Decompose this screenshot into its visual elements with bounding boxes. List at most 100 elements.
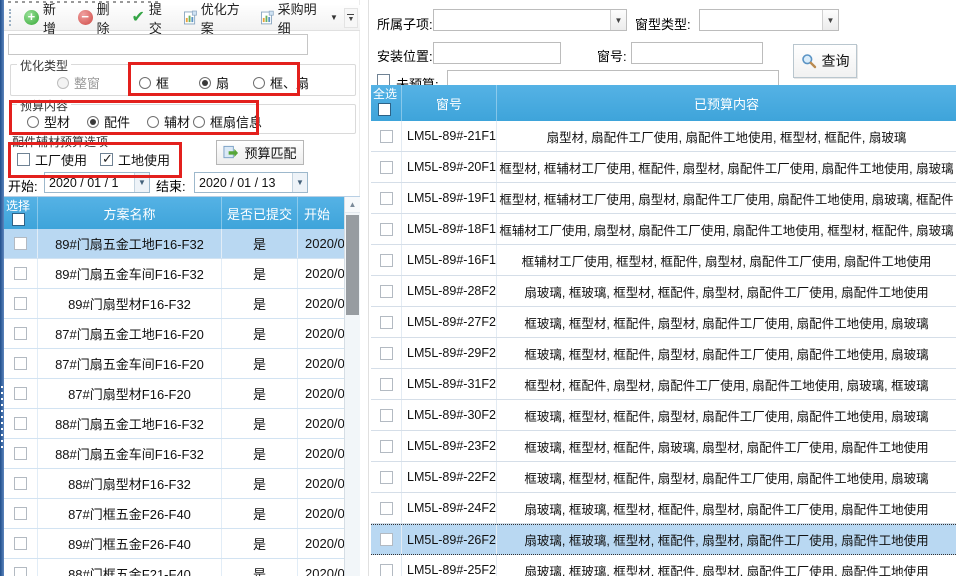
calendar-dropdown-icon[interactable]: ▼ <box>292 173 307 192</box>
row-checkbox[interactable] <box>379 315 393 329</box>
table-row[interactable]: LM5L-89#-30F28 框玻璃, 框型材, 框配件, 扇型材, 扇配件工厂使… <box>371 400 956 431</box>
checkbox-factory-use[interactable]: 工厂使用 <box>17 150 87 169</box>
table-row[interactable]: LM5L-89#-22F20 框玻璃, 框型材, 框配件, 扇型材, 扇配件工厂使… <box>371 462 956 493</box>
table-row[interactable]: LM5L-89#-18F16 框辅材工厂使用, 扇型材, 扇配件工厂使用, 扇配件… <box>371 214 956 245</box>
radio-frame-sash-info[interactable]: 框扇信息 <box>193 112 262 131</box>
chevron-down-icon[interactable]: ▼ <box>610 10 626 30</box>
table-row[interactable]: 89#门扇型材F16-F32 是 2020/0 <box>4 289 344 319</box>
table-row[interactable]: LM5L-89#-28F26 扇玻璃, 框玻璃, 框型材, 框配件, 扇型材, 扇… <box>371 276 956 307</box>
window-no-input[interactable] <box>631 42 763 64</box>
table-row[interactable]: 87#门扇五金车间F16-F20 是 2020/0 <box>4 349 344 379</box>
chevron-down-icon[interactable]: ▼ <box>822 10 838 30</box>
window-no-cell: LM5L-89#-25F23 <box>402 555 497 576</box>
table-row[interactable]: LM5L-89#-29F27 框玻璃, 框型材, 框配件, 扇型材, 扇配件工厂使… <box>371 338 956 369</box>
row-checkbox[interactable] <box>14 567 27 576</box>
window-no-label: 窗号: <box>597 49 627 64</box>
row-checkbox[interactable] <box>379 377 393 391</box>
checkbox-site-use[interactable]: 工地使用 <box>100 150 170 169</box>
table-row[interactable]: LM5L-89#-31F29 框型材, 框配件, 扇型材, 扇配件工厂使用, 扇配… <box>371 369 956 400</box>
add-button[interactable]: 新增 <box>18 0 72 39</box>
row-checkbox[interactable] <box>379 346 393 360</box>
row-checkbox[interactable] <box>14 297 27 310</box>
row-checkbox[interactable] <box>14 387 27 400</box>
toolbar-grip[interactable] <box>9 9 13 26</box>
end-date-picker[interactable]: 2020 / 01 / 13 ▼ <box>194 172 308 193</box>
plan-table-scrollbar[interactable]: ▲ <box>344 197 360 576</box>
table-row[interactable]: LM5L-89#-19F17 框型材, 框辅材工厂使用, 扇型材, 扇配件工厂使用… <box>371 183 956 214</box>
budget-content-column-header[interactable]: 已预算内容 <box>693 96 759 112</box>
scrollbar-thumb[interactable] <box>346 215 359 315</box>
row-checkbox[interactable] <box>379 284 393 298</box>
purchase-detail-button[interactable]: 采购明细 ▼ <box>255 0 344 39</box>
table-row[interactable]: 88#门扇型材F16-F32 是 2020/0 <box>4 469 344 499</box>
radio-frame[interactable]: 框 <box>139 73 169 92</box>
chevron-down-icon[interactable]: ▼ <box>330 13 338 22</box>
submitted-column-header[interactable]: 是否已提交 <box>222 197 298 229</box>
row-checkbox[interactable] <box>379 160 393 174</box>
table-row[interactable]: LM5L-89#-26F24 扇玻璃, 框玻璃, 框型材, 框配件, 扇型材, 扇… <box>371 524 956 555</box>
window-no-column-header[interactable]: 窗号 <box>402 85 497 121</box>
table-row[interactable]: LM5L-89#-16F15 框辅材工厂使用, 框型材, 框配件, 扇型材, 扇配… <box>371 245 956 276</box>
table-row[interactable]: LM5L-89#-25F23 扇玻璃, 框玻璃, 框型材, 框配件, 扇型材, 扇… <box>371 555 956 576</box>
table-row[interactable]: 87#门扇型材F16-F20 是 2020/0 <box>4 379 344 409</box>
submit-button[interactable]: ✔ 提交 <box>125 0 177 39</box>
table-row[interactable]: LM5L-89#-21F19 扇型材, 扇配件工厂使用, 扇配件工地使用, 框型材… <box>371 121 956 152</box>
table-row[interactable]: LM5L-89#-27F25 框玻璃, 框型材, 框配件, 扇型材, 扇配件工厂使… <box>371 307 956 338</box>
radio-profile[interactable]: 型材 <box>27 112 70 131</box>
row-checkbox[interactable] <box>379 222 393 236</box>
plan-name-column-header[interactable]: 方案名称 <box>38 197 222 229</box>
row-checkbox[interactable] <box>379 439 393 453</box>
table-row[interactable]: 88#门框五金F21-F40 是 2020/0 <box>4 559 344 576</box>
row-checkbox[interactable] <box>14 327 27 340</box>
row-checkbox[interactable] <box>14 447 27 460</box>
row-checkbox[interactable] <box>14 237 27 250</box>
row-checkbox[interactable] <box>379 408 393 422</box>
row-checkbox[interactable] <box>379 470 393 484</box>
budget-match-button[interactable]: 预算匹配 <box>216 140 304 165</box>
table-row[interactable]: 89#门扇五金车间F16-F32 是 2020/0 <box>4 259 344 289</box>
radio-sash[interactable]: 扇 <box>199 73 229 92</box>
table-row[interactable]: 87#门扇五金工地F16-F20 是 2020/0 <box>4 319 344 349</box>
table-row[interactable]: LM5L-89#-20F18 框型材, 框辅材工厂使用, 框配件, 扇型材, 扇配… <box>371 152 956 183</box>
query-button[interactable]: 查询 <box>793 44 857 78</box>
row-checkbox[interactable] <box>14 357 27 370</box>
install-position-input[interactable] <box>433 42 561 64</box>
toolbar-overflow-button[interactable]: ▼ <box>343 7 358 28</box>
row-checkbox[interactable] <box>379 253 393 267</box>
row-checkbox[interactable] <box>379 129 393 143</box>
row-checkbox[interactable] <box>379 533 393 546</box>
radio-auxiliary[interactable]: 辅材 <box>147 112 190 131</box>
radio-label: 扇 <box>216 76 230 91</box>
row-checkbox[interactable] <box>379 563 393 576</box>
optimize-plan-button[interactable]: 优化方案 <box>178 0 255 39</box>
scroll-up-icon[interactable]: ▲ <box>345 197 360 213</box>
row-checkbox[interactable] <box>14 267 27 280</box>
table-row[interactable]: 88#门扇五金工地F16-F32 是 2020/0 <box>4 409 344 439</box>
submitted-cell: 是 <box>222 529 298 558</box>
table-row[interactable]: 89#门框五金F26-F40 是 2020/0 <box>4 529 344 559</box>
start-date-picker[interactable]: 2020 / 01 / 1 ▼ <box>44 172 150 193</box>
row-checkbox[interactable] <box>379 191 393 205</box>
table-row[interactable]: 88#门扇五金车间F16-F32 是 2020/0 <box>4 439 344 469</box>
left-edge-splitter[interactable] <box>0 0 4 576</box>
sub-item-combobox[interactable]: ▼ <box>433 9 627 31</box>
window-type-combobox[interactable]: ▼ <box>699 9 839 31</box>
select-all-checkbox[interactable] <box>378 103 391 116</box>
radio-frame-and-sash[interactable]: 框、扇 <box>253 73 309 92</box>
plan-search-input[interactable] <box>8 34 308 55</box>
table-row[interactable]: LM5L-89#-23F21 框玻璃, 框型材, 框配件, 扇玻璃, 扇型材, 扇… <box>371 431 956 462</box>
row-checkbox[interactable] <box>14 477 27 490</box>
row-checkbox[interactable] <box>14 537 27 550</box>
delete-button[interactable]: 删除 <box>72 0 126 39</box>
table-row[interactable]: LM5L-89#-24F22 扇玻璃, 框玻璃, 框型材, 框配件, 扇型材, 扇… <box>371 493 956 524</box>
opt-type-group-label: 优化类型 <box>17 57 72 74</box>
table-row[interactable]: 89#门扇五金工地F16-F32 是 2020/0 <box>4 229 344 259</box>
radio-accessory[interactable]: 配件 <box>87 112 130 131</box>
calendar-dropdown-icon[interactable]: ▼ <box>134 173 149 192</box>
table-row[interactable]: 87#门框五金F26-F40 是 2020/0 <box>4 499 344 529</box>
row-checkbox[interactable] <box>14 507 27 520</box>
select-all-checkbox[interactable] <box>12 213 25 226</box>
start-column-header[interactable]: 开始 <box>304 206 331 222</box>
row-checkbox[interactable] <box>14 417 27 430</box>
row-checkbox[interactable] <box>379 501 393 515</box>
